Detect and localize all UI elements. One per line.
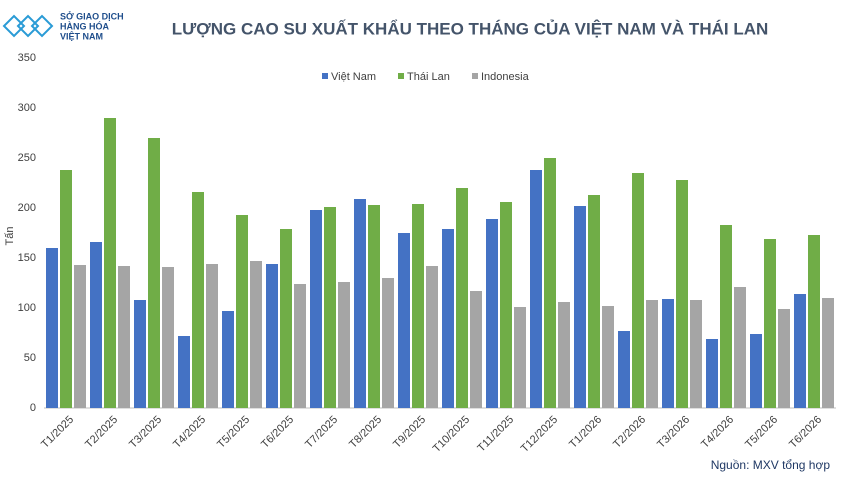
x-tick-label: T2/2026 — [611, 414, 648, 451]
x-tick-label: T10/2025 — [431, 414, 472, 455]
bar — [662, 299, 674, 408]
x-tick-label: T6/2026 — [787, 414, 824, 451]
x-tick-label: T1/2026 — [567, 414, 604, 451]
bar — [676, 180, 688, 408]
x-tick-label: T12/2025 — [519, 414, 560, 455]
y-tick-label: 100 — [18, 302, 36, 314]
bar — [60, 170, 72, 408]
bar — [706, 339, 718, 408]
bar — [720, 225, 732, 408]
legend-swatch — [398, 73, 404, 79]
logo-text: VIỆT NAM — [60, 30, 103, 41]
bar — [500, 202, 512, 408]
y-tick-label: 300 — [18, 102, 36, 114]
x-tick-label: T2/2025 — [83, 414, 120, 451]
bar — [178, 336, 190, 408]
bar — [514, 307, 526, 408]
bar — [236, 215, 248, 408]
logo-icon — [2, 14, 54, 38]
bar — [632, 173, 644, 408]
bar — [222, 311, 234, 408]
x-tick-label: T4/2026 — [699, 414, 736, 451]
logo-text: HÀNG HÓA — [60, 20, 109, 31]
chart-title: LƯỢNG CAO SU XUẤT KHẨU THEO THÁNG CỦA VI… — [172, 19, 769, 38]
legend-swatch — [322, 73, 328, 79]
bar — [148, 138, 160, 408]
bar — [134, 300, 146, 408]
bar — [266, 264, 278, 408]
bar — [338, 282, 350, 408]
x-tick-label: T11/2025 — [475, 414, 516, 455]
bar — [294, 284, 306, 408]
bar — [544, 158, 556, 408]
x-tick-label: T8/2025 — [347, 414, 384, 451]
bar — [750, 334, 762, 408]
x-tick-label: T6/2025 — [259, 414, 296, 451]
y-tick-label: 250 — [18, 152, 36, 164]
x-tick-label: T9/2025 — [391, 414, 428, 451]
legend-label: Việt Nam — [331, 71, 376, 83]
bar — [104, 118, 116, 408]
y-tick-label: 200 — [18, 202, 36, 214]
bar — [192, 192, 204, 408]
bar — [324, 207, 336, 408]
legend-label: Thái Lan — [407, 71, 450, 83]
bar — [486, 219, 498, 408]
bar — [90, 242, 102, 408]
bar — [808, 235, 820, 408]
bar — [734, 287, 746, 408]
bar — [574, 206, 586, 408]
x-tick-label: T5/2026 — [743, 414, 780, 451]
bar — [74, 265, 86, 408]
bar — [206, 264, 218, 408]
x-tick-label: T4/2025 — [171, 414, 208, 451]
bar — [456, 188, 468, 408]
bar — [646, 300, 658, 408]
x-tick-label: T7/2025 — [303, 414, 340, 451]
legend-label: Indonesia — [481, 71, 530, 83]
bar — [618, 331, 630, 408]
bar — [470, 291, 482, 408]
bar — [426, 266, 438, 408]
bar — [794, 294, 806, 408]
bar — [354, 199, 366, 408]
legend-swatch — [472, 73, 478, 79]
bar — [162, 267, 174, 408]
x-tick-label: T5/2025 — [215, 414, 252, 451]
y-axis-label: Tấn — [4, 227, 16, 246]
source: Nguồn: MXV tổng hợp — [711, 458, 831, 472]
bar — [412, 204, 424, 408]
bar — [118, 266, 130, 408]
bar — [530, 170, 542, 408]
bar — [382, 278, 394, 408]
bar — [398, 233, 410, 408]
bar — [588, 195, 600, 408]
bar — [558, 302, 570, 408]
bar — [250, 261, 262, 408]
bar — [690, 300, 702, 408]
bar — [822, 298, 834, 408]
logo-text: SỞ GIAO DỊCH — [60, 10, 124, 21]
y-tick-label: 0 — [30, 402, 36, 414]
bar — [602, 306, 614, 408]
x-tick-label: T1/2025 — [39, 414, 76, 451]
x-tick-label: T3/2025 — [127, 414, 164, 451]
bar — [368, 205, 380, 408]
y-tick-label: 50 — [24, 352, 36, 364]
bar — [778, 309, 790, 408]
bar — [764, 239, 776, 408]
bar — [310, 210, 322, 408]
bar — [280, 229, 292, 408]
x-tick-label: T3/2026 — [655, 414, 692, 451]
bar — [442, 229, 454, 408]
y-tick-label: 150 — [18, 252, 36, 264]
y-tick-label: 350 — [18, 52, 36, 64]
bar — [46, 248, 58, 408]
